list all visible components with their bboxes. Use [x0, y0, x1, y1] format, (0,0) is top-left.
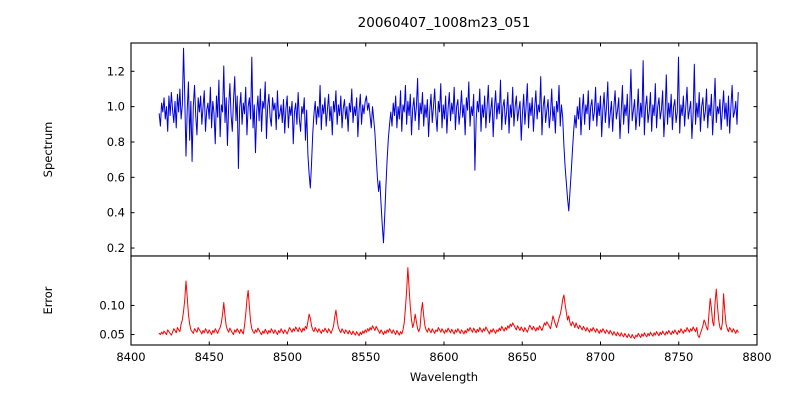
- spectrum-tick-group: [130, 43, 758, 256]
- x-tick-label: 8700: [586, 350, 615, 364]
- x-axis-label: Wavelength: [410, 370, 478, 384]
- spectrum-tick-labels: 0.2 0.4 0.6 0.8 1.0 1.2: [107, 64, 125, 255]
- error-panel: 8400 8450 8500 8550 8600 8650 8700 8750 8800 0.05…: [41, 255, 772, 364]
- x-tick-label: 8500: [273, 350, 302, 364]
- error-tick-labels: 8400 8450 8500 8550 8600 8650 8700 8750 8800 0.05…: [99, 298, 771, 364]
- y-tick-label: 1.2: [107, 64, 125, 78]
- y-tick-label: 0.6: [107, 170, 125, 184]
- y-tick-label: 1.0: [107, 100, 125, 114]
- y-tick-label: 0.4: [107, 206, 125, 220]
- y-tick-label: 0.8: [107, 135, 125, 149]
- spectrum-panel: 0.2 0.4 0.6 0.8 1.0 1.2 Spectrum: [41, 42, 758, 257]
- x-tick-label: 8750: [664, 350, 693, 364]
- y-tick-label: 0.05: [99, 328, 125, 342]
- error-axes-frame: [130, 255, 758, 346]
- x-tick-label: 8400: [116, 350, 145, 364]
- x-tick-label: 8600: [429, 350, 458, 364]
- spectrum-y-axis-label: Spectrum: [41, 122, 55, 178]
- page-title: 20060407_1008m23_051: [358, 15, 531, 31]
- error-data-line: [158, 267, 739, 340]
- x-tick-label: 8450: [195, 350, 224, 364]
- x-tick-label: 8650: [508, 350, 537, 364]
- spectrum-plot-area: [131, 43, 757, 256]
- y-tick-label: 0.2: [107, 241, 125, 255]
- spectrum-data-line: [158, 47, 739, 244]
- y-tick-label: 0.10: [99, 298, 125, 312]
- error-y-axis-label: Error: [41, 286, 55, 314]
- x-tick-label: 8800: [742, 350, 771, 364]
- x-tick-label: 8550: [351, 350, 380, 364]
